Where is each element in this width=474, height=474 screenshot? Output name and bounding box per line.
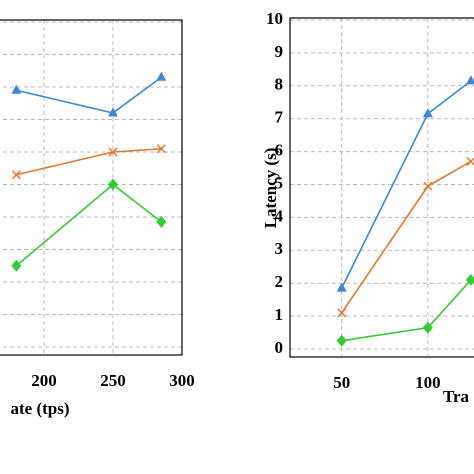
marker [11,259,22,272]
x-axis-label: ate (tps) [10,399,69,418]
marker [465,75,474,85]
x-axis-label: Tra [443,387,470,406]
marker [465,273,474,286]
plot-frame [0,19,183,356]
y-tick-label: 2 [275,272,284,291]
y-tick-label: 10 [266,9,283,28]
y-tick-label: 1 [275,305,284,324]
x-tick-label: 100 [415,373,441,392]
x-tick-label: 300 [169,371,195,390]
x-tick-label: 250 [100,371,126,390]
marker [336,282,347,292]
marker [422,321,433,334]
y-tick-label: 3 [275,239,284,258]
x-tick-label: 200 [31,371,57,390]
marker [108,147,118,157]
marker [108,178,118,191]
y-axis-label: Latency (s) [261,148,280,229]
plot-frame [289,17,474,358]
series-line [15,183,162,267]
marker [336,334,347,347]
series-line [16,76,162,114]
y-tick-label: 5 [275,173,284,192]
marker [156,144,166,154]
y-tick-label: 0 [275,338,284,357]
y-tick-label: 6 [275,141,284,160]
marker [337,308,347,318]
marker [11,170,21,180]
marker [108,107,118,117]
y-tick-label: 9 [275,42,284,61]
y-tick-label: 7 [275,108,284,127]
marker [422,108,433,118]
marker [423,181,433,191]
marker [156,215,167,228]
x-tick-label: 50 [333,373,350,392]
marker [11,84,22,94]
y-tick-label: 8 [275,75,284,94]
series-line [341,279,472,342]
marker [156,71,167,81]
series-line [16,147,162,176]
y-tick-label: 4 [275,206,284,225]
marker [466,156,474,167]
